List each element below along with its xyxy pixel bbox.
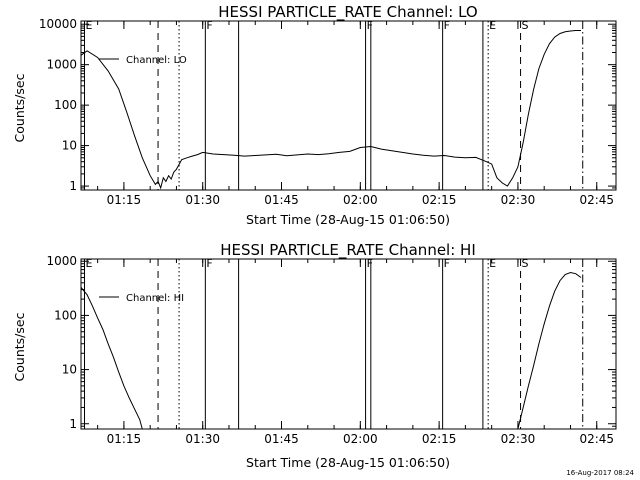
hi-event-flag: F	[444, 257, 450, 270]
lo-x-axis-label: Start Time (28-Aug-15 01:06:50)	[246, 212, 450, 227]
lo-x-tick-label: 02:45	[579, 193, 614, 207]
hi-channel-panel: HESSI PARTICLE_RATE Channel: HI Start Ti…	[12, 241, 617, 470]
lo-legend-label: Channel: LO	[126, 55, 187, 66]
lo-x-tick-label: 02:00	[343, 193, 378, 207]
hi-x-tick-label: 01:45	[264, 432, 299, 446]
hi-x-tick-label: 01:30	[185, 432, 220, 446]
hi-legend-label: Channel: HI	[126, 293, 184, 304]
lo-y-tick-label: 100	[54, 98, 77, 112]
hi-y-tick-label: 1	[69, 417, 77, 431]
lo-plot-frame	[80, 20, 617, 191]
lo-event-flag: F	[367, 19, 373, 32]
lo-x-tick-label: 02:30	[501, 193, 536, 207]
lo-event-flag: F	[444, 19, 450, 32]
lo-y-axis-label: Counts/sec	[12, 73, 27, 142]
lo-channel-panel: HESSI PARTICLE_RATE Channel: LO Start Ti…	[12, 3, 617, 227]
hi-event-flag: F	[367, 257, 373, 270]
hi-x-tick-label: 02:30	[501, 432, 536, 446]
lo-y-tick-label: 1	[69, 179, 77, 193]
lo-chart-title: HESSI PARTICLE_RATE Channel: LO	[218, 3, 477, 22]
hi-event-flag: E	[86, 257, 93, 270]
hi-y-tick-label: 1000	[46, 254, 77, 268]
generation-timestamp: 16-Aug-2017 08:24	[566, 469, 634, 477]
hi-series-line	[81, 271, 582, 429]
hi-x-axis-label: Start Time (28-Aug-15 01:06:50)	[246, 455, 450, 470]
hi-plot-frame	[80, 258, 617, 430]
lo-y-tick-label: 10000	[39, 17, 77, 31]
hi-x-tick-label: 02:45	[579, 432, 614, 446]
lo-y-tick-label: 10	[62, 139, 77, 153]
hi-chart-title: HESSI PARTICLE_RATE Channel: HI	[220, 241, 476, 260]
lo-x-tick-label: 01:45	[264, 193, 299, 207]
hi-event-flag: S	[522, 257, 529, 270]
lo-x-tick-label: 01:30	[185, 193, 220, 207]
hi-y-tick-label: 10	[62, 363, 77, 377]
lo-series-line	[81, 30, 581, 190]
hi-event-flag: F	[206, 257, 212, 270]
hi-x-tick-label: 02:00	[343, 432, 378, 446]
hi-x-tick-label: 02:15	[422, 432, 457, 446]
lo-event-flag: E	[489, 19, 496, 32]
lo-x-tick-label: 01:15	[107, 193, 142, 207]
lo-event-flag: F	[206, 19, 212, 32]
hi-y-tick-label: 100	[54, 308, 77, 322]
lo-y-tick-label: 1000	[46, 58, 77, 72]
hi-x-tick-label: 01:15	[107, 432, 142, 446]
lo-event-flag: S	[522, 19, 529, 32]
lo-event-flag: E	[86, 19, 93, 32]
hi-event-flag: E	[489, 257, 496, 270]
lo-x-tick-label: 02:15	[422, 193, 457, 207]
hi-y-axis-label: Counts/sec	[12, 312, 27, 381]
